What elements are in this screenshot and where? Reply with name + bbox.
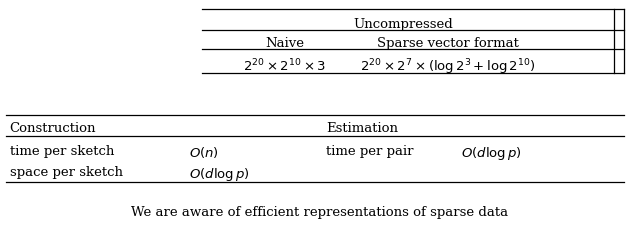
Text: $O(n)$: $O(n)$ xyxy=(189,145,219,160)
Text: $2^{20} \times 2^{7} \times (\log 2^{3} + \log 2^{10})$: $2^{20} \times 2^{7} \times (\log 2^{3} … xyxy=(360,57,536,77)
Text: time per pair: time per pair xyxy=(326,145,414,158)
Text: time per sketch: time per sketch xyxy=(10,145,114,158)
Text: Naive: Naive xyxy=(266,37,304,51)
Text: $O(d \log p)$: $O(d \log p)$ xyxy=(189,166,250,183)
Text: space per sketch: space per sketch xyxy=(10,166,123,179)
Text: Sparse vector format: Sparse vector format xyxy=(377,37,519,51)
Text: We are aware of efficient representations of sparse data: We are aware of efficient representation… xyxy=(131,206,509,219)
Text: Estimation: Estimation xyxy=(326,122,398,135)
Text: Construction: Construction xyxy=(10,122,96,135)
Text: $O(d \log p)$: $O(d \log p)$ xyxy=(461,145,522,162)
Text: $2^{20} \times 2^{10} \times 3$: $2^{20} \times 2^{10} \times 3$ xyxy=(243,57,326,74)
Text: Uncompressed: Uncompressed xyxy=(353,18,453,31)
